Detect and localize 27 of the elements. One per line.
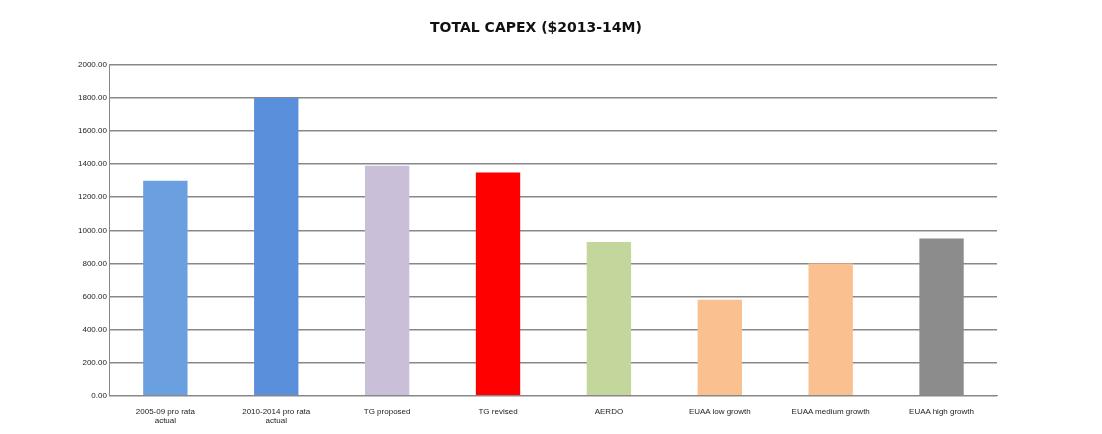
y-tick-label: 1800.00 (78, 93, 108, 103)
y-tick-label: 400.00 (82, 324, 108, 334)
bar (475, 172, 521, 396)
bar (697, 299, 742, 396)
bar (364, 165, 410, 396)
x-tick-label: AERDO (594, 406, 624, 416)
x-tick-label: 2010-2014 pro rata actual (242, 406, 311, 426)
y-tick-label: 1400.00 (78, 159, 108, 169)
bar (143, 180, 188, 396)
y-tick-label: 0.00 (91, 391, 108, 400)
y-tick-label: 800.00 (82, 258, 108, 268)
y-tick-label: 1000.00 (78, 225, 108, 235)
bar (254, 97, 299, 396)
x-tick-label: TG proposed (363, 406, 411, 416)
y-tick-label: 1200.00 (78, 192, 108, 202)
bar (586, 241, 632, 396)
y-tick-label: 1600.00 (78, 126, 108, 136)
y-tick-label: 200.00 (82, 357, 108, 367)
x-tick-label: EUAA medium growth (791, 406, 870, 416)
y-tick-label: 2000.00 (78, 60, 108, 69)
bar (808, 263, 853, 396)
chart-title: TOTAL CAPEX ($2013-14M) (430, 19, 642, 36)
x-tick-label: EUAA low growth (688, 406, 751, 416)
x-tick-label: EUAA high growth (909, 406, 975, 416)
y-tick-label: 600.00 (82, 291, 108, 301)
x-tick-label: TG revised (478, 406, 518, 416)
x-tick-label: 2005-09 pro rata actual (135, 406, 196, 426)
